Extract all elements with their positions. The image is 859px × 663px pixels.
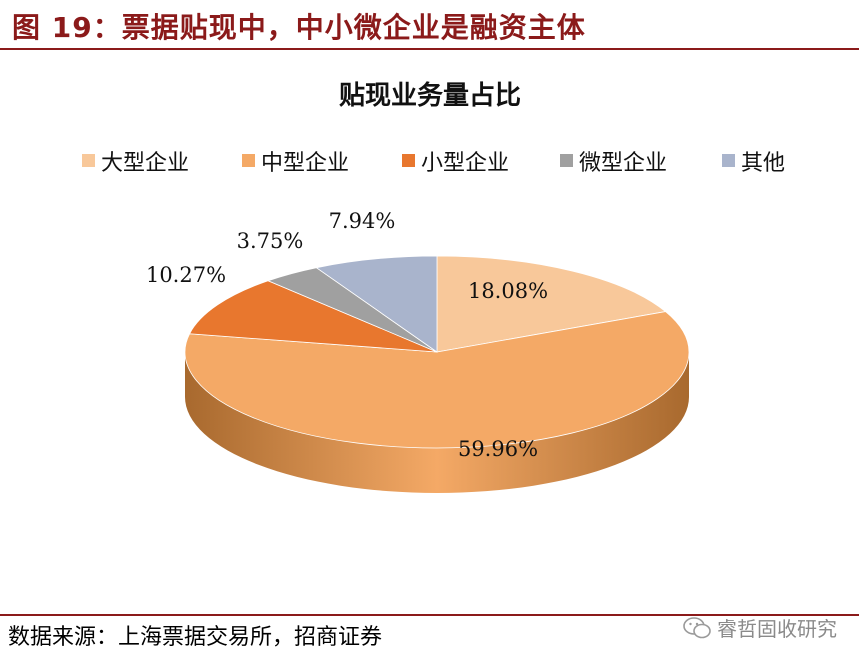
data-label-0: 18.08% (468, 279, 548, 303)
pie-slice-2 (188, 280, 438, 353)
legend-swatch-4 (722, 154, 735, 167)
footer-divider (0, 614, 859, 616)
pie-slice-0 (436, 255, 667, 353)
data-label-1: 59.96% (458, 437, 538, 461)
wechat-icon (683, 616, 711, 638)
legend-swatch-1 (242, 154, 255, 167)
legend-label-1: 中型企业 (261, 151, 349, 176)
legend-label-4: 其他 (741, 151, 785, 176)
chart-legend: 大型企业 中型企业 小型企业 微型企业 其他 (82, 151, 785, 176)
data-label-4: 7.94% (329, 209, 396, 233)
title-divider (0, 48, 859, 50)
legend-label-2: 小型企业 (421, 151, 509, 176)
pie-slices (184, 255, 690, 493)
pie-data-labels: 18.08% 59.96% 10.27% 3.75% 7.94% (146, 209, 548, 461)
pie-slice-4 (315, 255, 438, 353)
figure-title: 图 19：票据贴现中，中小微企业是融资主体 (12, 11, 586, 44)
legend-label-0: 大型企业 (101, 151, 189, 176)
pie-side-1 (185, 352, 689, 493)
watermark: 睿哲固收研究 (683, 613, 837, 642)
data-label-2: 10.27% (146, 263, 226, 287)
legend-label-3: 微型企业 (579, 151, 667, 176)
pie-slice-1 (184, 311, 690, 449)
legend-swatch-2 (402, 154, 415, 167)
source-note: 数据来源：上海票据交易所，招商证券 (8, 625, 383, 650)
chart-title: 贴现业务量占比 (339, 81, 521, 111)
legend-swatch-0 (82, 154, 95, 167)
pie-chart: 贴现业务量占比 大型企业 中型企业 小型企业 微型企业 其他 18.08%59.96%1… (82, 81, 785, 493)
legend-swatch-3 (560, 154, 573, 167)
data-label-3: 3.75% (237, 229, 304, 253)
watermark-text: 睿哲固收研究 (717, 617, 837, 641)
